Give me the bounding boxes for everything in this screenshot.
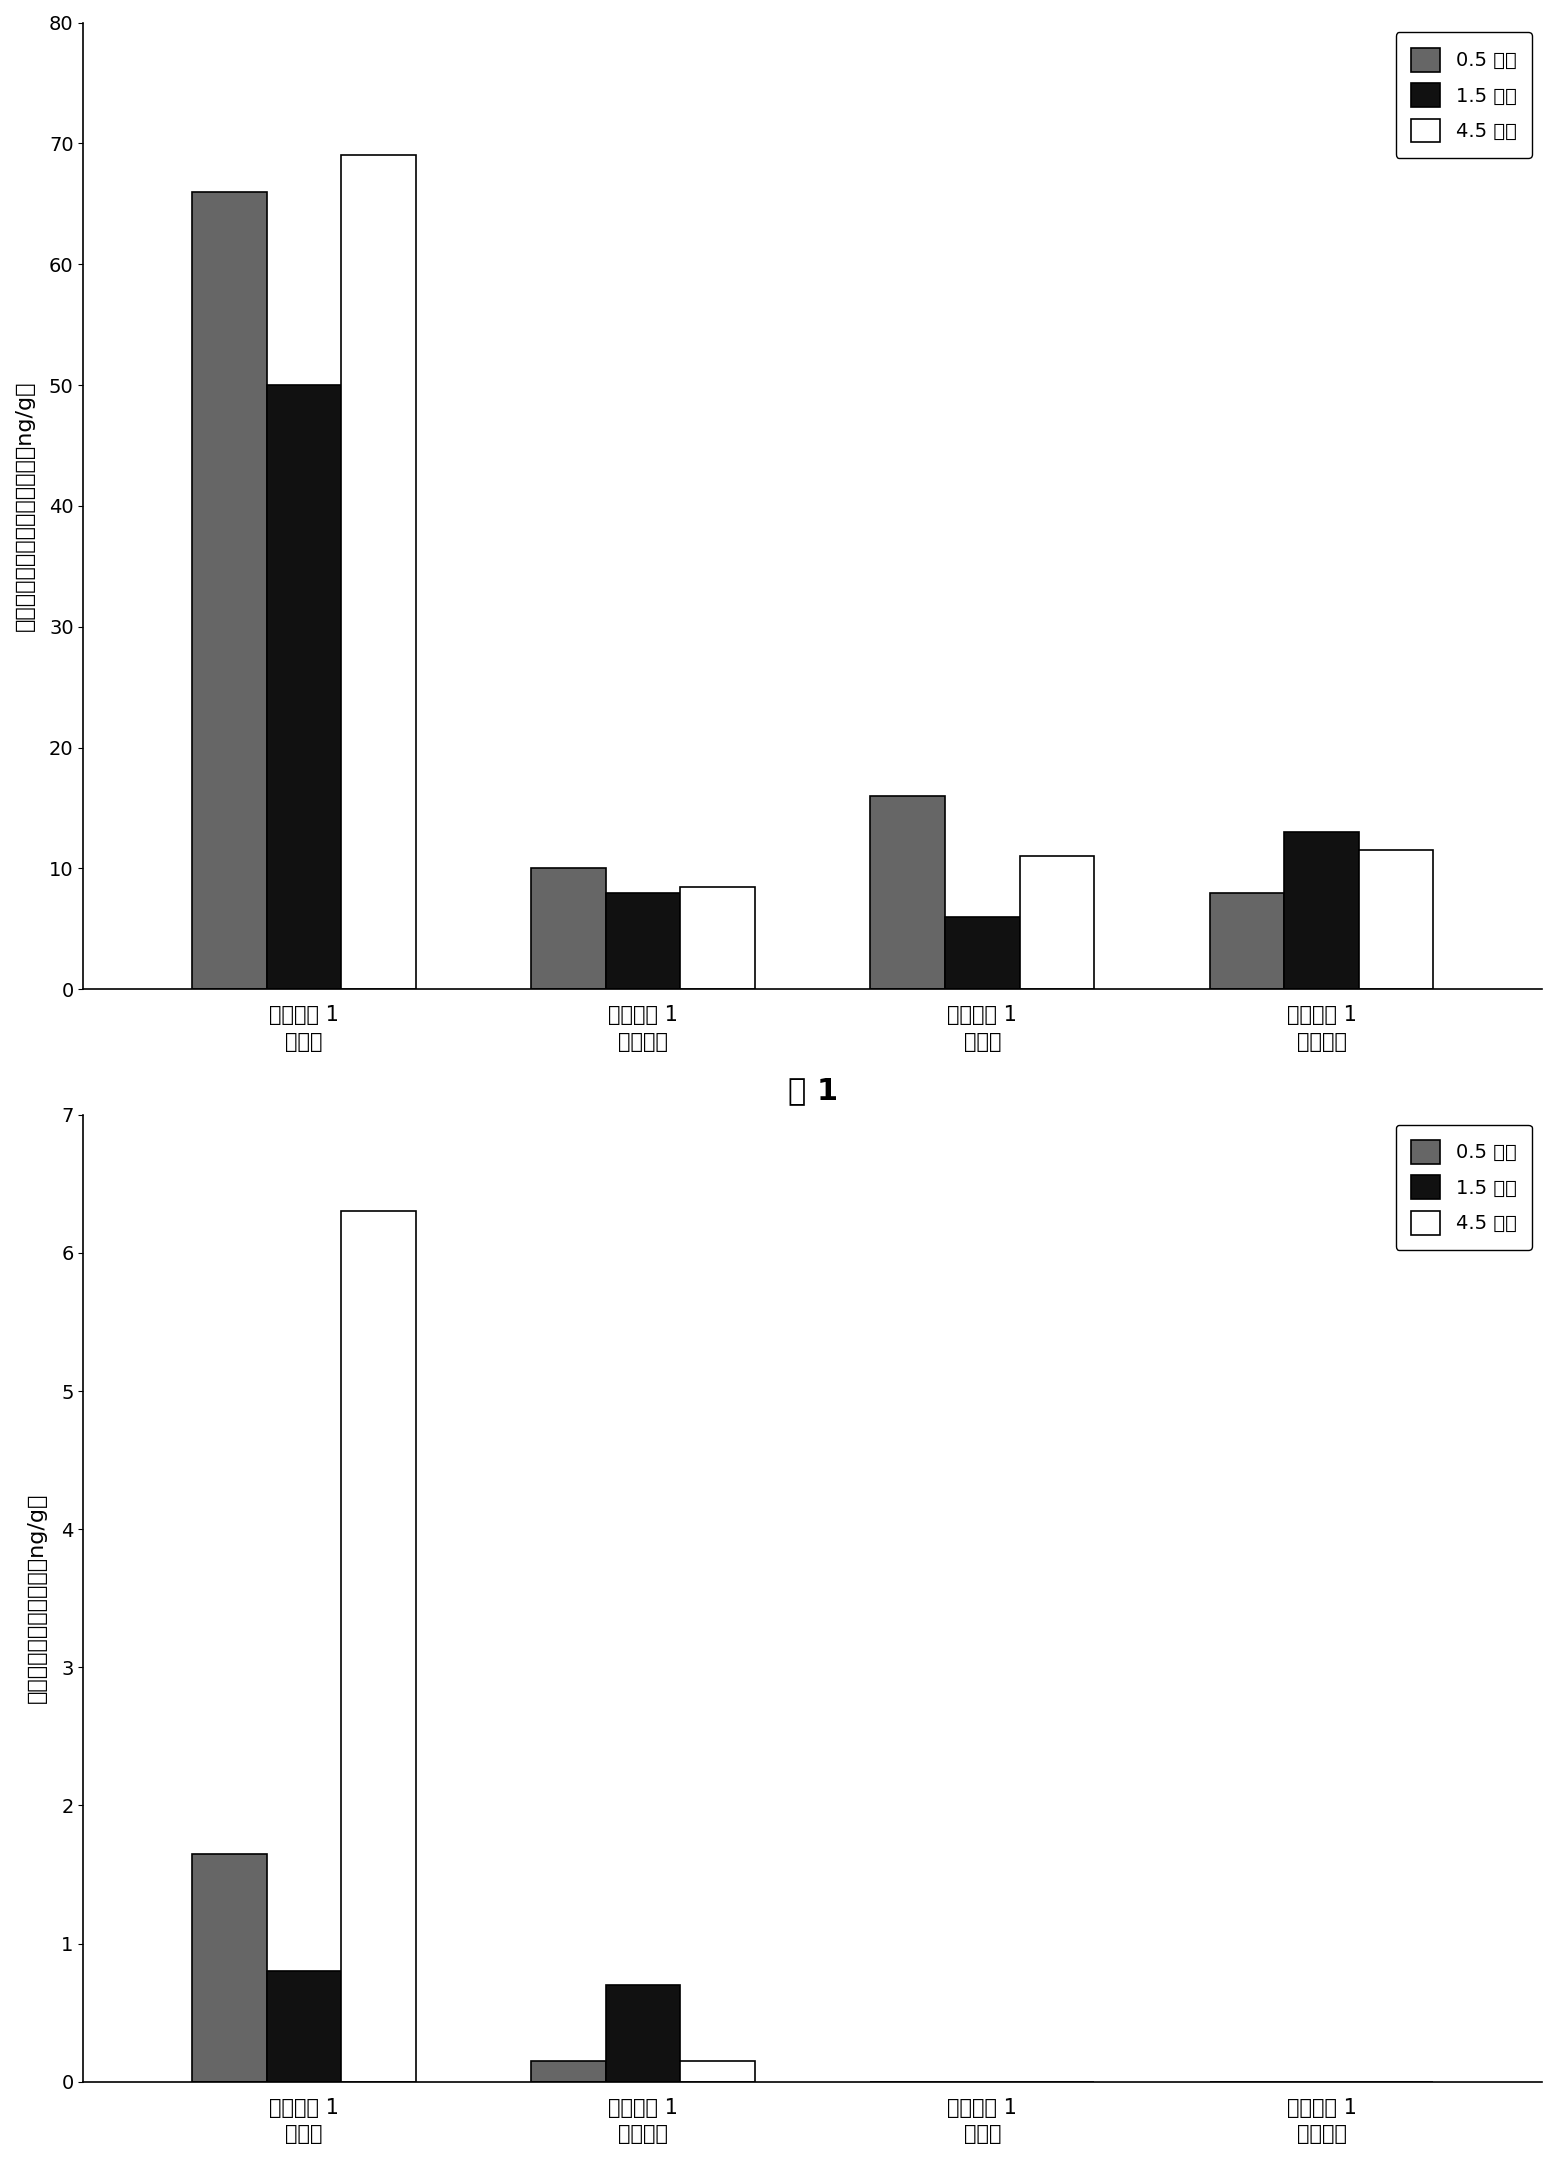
Legend: 0.5 小时, 1.5 小时, 4.5 小时: 0.5 小时, 1.5 小时, 4.5 小时	[1395, 1125, 1532, 1250]
Bar	[606, 892, 680, 989]
Bar	[192, 192, 266, 989]
Y-axis label: 视网膜脉络膜中的荧光素浓度（ng/g）: 视网膜脉络膜中的荧光素浓度（ng/g）	[16, 380, 34, 630]
Bar	[945, 918, 1020, 989]
Bar	[1285, 831, 1359, 989]
Bar	[1210, 892, 1285, 989]
Bar	[341, 155, 416, 989]
Bar	[606, 1984, 680, 2081]
Text: 图 1: 图 1	[788, 1075, 838, 1105]
Bar	[1359, 851, 1434, 989]
Y-axis label: 玻璃体中的荧光素浓度（ng/g）: 玻璃体中的荧光素浓度（ng/g）	[28, 1494, 47, 1703]
Bar	[341, 1211, 416, 2081]
Bar	[680, 2062, 755, 2081]
Bar	[870, 797, 945, 989]
Bar	[192, 1855, 266, 2081]
Bar	[1020, 857, 1095, 989]
Bar	[266, 1971, 341, 2081]
Legend: 0.5 小时, 1.5 小时, 4.5 小时: 0.5 小时, 1.5 小时, 4.5 小时	[1395, 32, 1532, 158]
Bar	[266, 384, 341, 989]
Bar	[680, 887, 755, 989]
Bar	[531, 868, 606, 989]
Bar	[531, 2062, 606, 2081]
